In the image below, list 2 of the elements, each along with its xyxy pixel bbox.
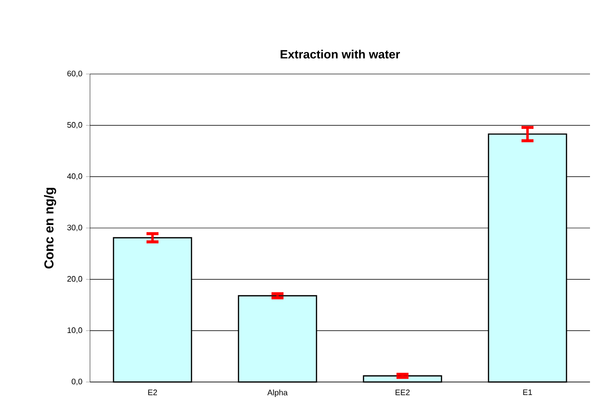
y-axis-title: Conc en ng/g [44,188,56,268]
chart-title: Extraction with water [280,50,400,58]
